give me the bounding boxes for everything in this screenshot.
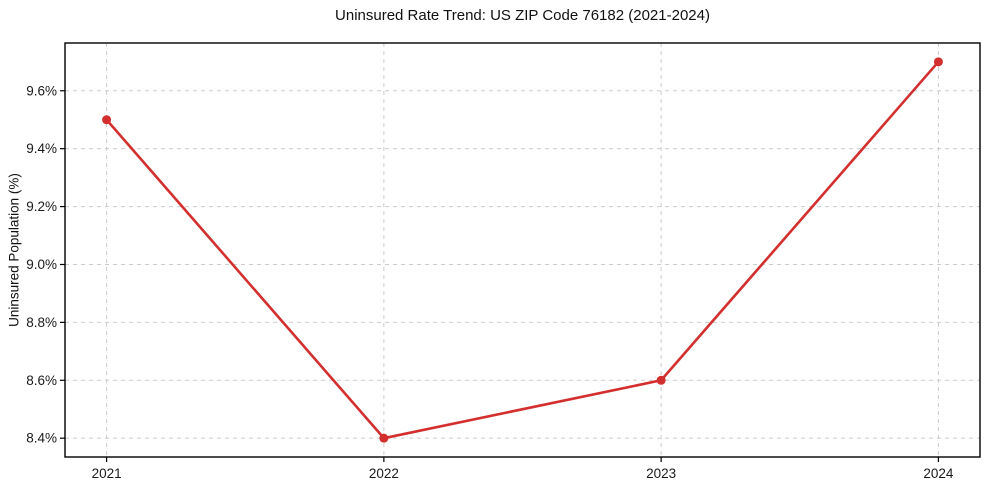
chart-title: Uninsured Rate Trend: US ZIP Code 76182 … bbox=[335, 7, 710, 24]
data-point bbox=[379, 433, 389, 443]
y-tick-label: 9.2% bbox=[26, 199, 57, 214]
y-tick-label: 9.4% bbox=[26, 141, 57, 156]
plot-border bbox=[64, 42, 981, 458]
y-tick-label: 9.0% bbox=[26, 257, 57, 272]
x-tick-label: 2023 bbox=[646, 466, 676, 481]
y-axis-label: Uninsured Population (%) bbox=[6, 173, 22, 327]
y-tick-label: 8.6% bbox=[26, 373, 57, 388]
data-point bbox=[102, 115, 112, 125]
data-point bbox=[933, 57, 943, 67]
data-point bbox=[656, 375, 666, 385]
x-tick-label: 2022 bbox=[369, 466, 399, 481]
y-tick-label: 8.4% bbox=[26, 431, 57, 446]
y-tick-label: 8.8% bbox=[26, 315, 57, 330]
x-tick-label: 2021 bbox=[92, 466, 122, 481]
x-tick-label: 2024 bbox=[923, 466, 954, 481]
y-tick-label: 9.6% bbox=[26, 83, 57, 98]
trend-line bbox=[105, 60, 940, 440]
